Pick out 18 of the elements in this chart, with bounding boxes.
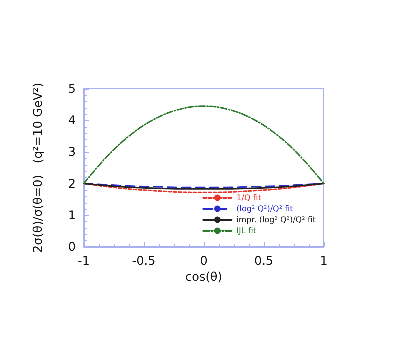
y-tick-label: 0 xyxy=(68,240,76,254)
x-axis-title: cos(θ) xyxy=(186,270,222,284)
x-tick-label: 0.5 xyxy=(254,254,274,268)
y-axis-title: 2σ(θ)/σ(θ=0) (q²=10 GeV²) xyxy=(31,82,45,254)
x-tick-label: 1 xyxy=(320,254,328,268)
y-tick-label: 4 xyxy=(68,114,76,128)
line-series xyxy=(83,106,325,185)
x-tick-label: -0.5 xyxy=(132,254,156,268)
legend-label: 1/Q fit xyxy=(236,194,262,202)
y-tick-label: 3 xyxy=(68,145,76,160)
legend-label: (log² Q²)/Q² fit xyxy=(236,204,294,214)
y-tick-label: 1 xyxy=(68,208,76,222)
y-tick-label: 5 xyxy=(68,82,76,96)
legend-label: impr. (log² Q²)/Q² fit xyxy=(236,216,316,224)
y-tick-label: 2 xyxy=(68,176,76,191)
legend-label: IJL fit xyxy=(236,226,257,236)
x-tick-label: -1 xyxy=(78,254,90,268)
x-tick-label: 0 xyxy=(200,254,208,268)
